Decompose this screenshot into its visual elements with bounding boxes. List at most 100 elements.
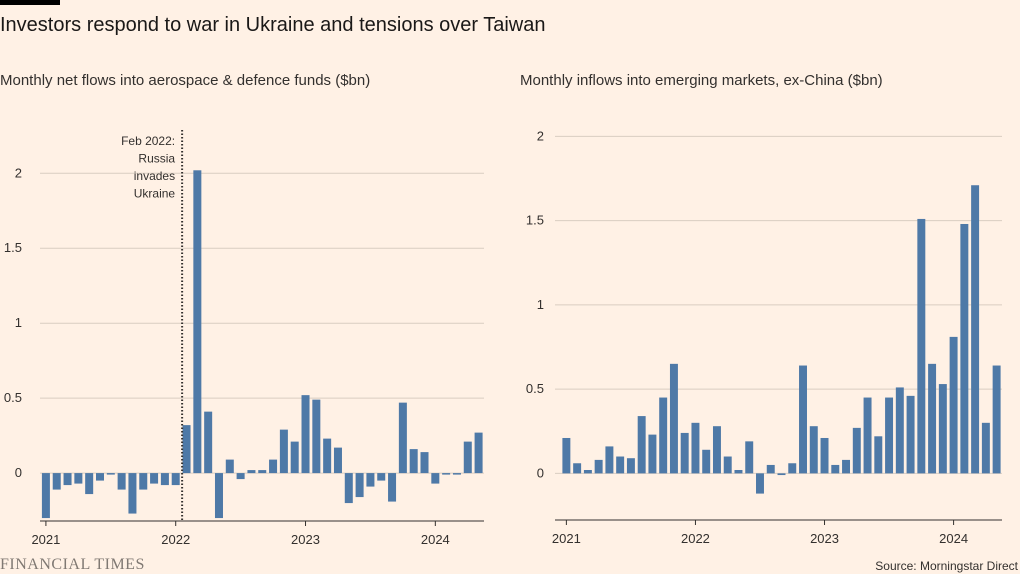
annotation-label: Feb 2022:: [121, 134, 175, 148]
bar: [85, 473, 94, 495]
em-inflows-svg: 0 0.5 1 1.5 2 2021 2022 2023 2024: [526, 128, 1002, 546]
bar: [106, 473, 115, 475]
bar: [809, 426, 818, 474]
bar: [474, 432, 483, 474]
bar: [377, 473, 386, 481]
bar: [702, 449, 711, 474]
em-inflows-chart: 0 0.5 1 1.5 2 2021 2022 2023 2024: [520, 110, 1010, 555]
y-tick-label: 2: [15, 165, 22, 180]
bar: [214, 473, 223, 519]
bar: [442, 473, 451, 475]
bar: [583, 470, 592, 474]
x-tick-label: 2022: [161, 532, 190, 547]
bar: [562, 437, 571, 474]
bar: [41, 473, 50, 519]
bar: [659, 397, 668, 474]
left-chart-title: Monthly net flows into aerospace & defen…: [0, 72, 371, 89]
bar: [992, 365, 1001, 474]
bar: [290, 441, 299, 474]
bar: [247, 470, 256, 474]
bar: [885, 397, 894, 474]
bar: [863, 397, 872, 474]
bar: [279, 429, 288, 474]
bar: [756, 473, 764, 494]
source-note: Source: Morningstar Direct: [875, 559, 1018, 573]
bar: [637, 416, 646, 474]
ft-logo: FINANCIAL TIMES: [0, 556, 145, 573]
bar: [269, 459, 278, 474]
bar: [799, 365, 807, 474]
annotation-label: invades: [134, 169, 175, 183]
bar: [734, 470, 743, 474]
bar: [52, 473, 61, 490]
bar: [766, 464, 775, 474]
bar: [874, 436, 883, 474]
bar: [938, 384, 947, 474]
bar: [573, 463, 582, 474]
bar: [344, 473, 353, 504]
bar: [398, 402, 407, 474]
page-title: Investors respond to war in Ukraine and …: [0, 14, 546, 36]
bar: [366, 473, 375, 487]
bar: [236, 473, 245, 480]
defence-flows-chart: 0 0.5 1 1.5 2 2021 2022 2023 2024 Feb 2022: Russia…: [0, 110, 490, 555]
bar: [301, 395, 310, 474]
bar: [928, 363, 937, 474]
bar: [193, 170, 202, 474]
bar: [648, 434, 657, 474]
y-tick-label: 0: [537, 465, 544, 480]
y-tick-label: 0.5: [4, 390, 22, 405]
y-tick-label: 1.5: [526, 213, 544, 228]
bar: [605, 446, 614, 474]
bar: [820, 437, 829, 474]
bar: [128, 473, 137, 514]
bar: [971, 185, 980, 474]
y-tick-label: 1.5: [4, 240, 22, 255]
bar: [594, 459, 603, 474]
bar: [463, 441, 472, 474]
bar: [917, 218, 926, 474]
bar: [355, 473, 364, 498]
bar: [312, 399, 321, 474]
bar: [95, 473, 104, 481]
annotation-label: Russia: [138, 152, 175, 166]
x-tick-label: 2021: [31, 532, 60, 547]
bar: [949, 336, 958, 474]
bar: [691, 422, 700, 474]
bar: [388, 473, 397, 502]
bar: [960, 223, 969, 474]
x-tick-label: 2023: [810, 531, 839, 546]
bar: [712, 426, 721, 474]
y-tick-label: 1: [537, 297, 544, 312]
ft-top-bar: [0, 0, 60, 5]
y-tick-label: 2: [537, 128, 544, 143]
x-tick-label: 2024: [939, 531, 968, 546]
annotation-label: Ukraine: [134, 187, 176, 201]
bar: [777, 473, 786, 476]
bar: [431, 473, 440, 484]
bar: [745, 441, 754, 474]
bar: [452, 473, 461, 475]
bar: [626, 458, 635, 474]
x-tick-label: 2021: [552, 531, 581, 546]
x-tick-label: 2022: [681, 531, 710, 546]
bar: [182, 425, 191, 474]
bar: [680, 432, 689, 474]
bar: [831, 464, 840, 474]
bar: [171, 473, 180, 486]
bar: [333, 447, 342, 474]
bar: [981, 422, 990, 474]
bar: [616, 456, 625, 474]
bar: [258, 470, 267, 474]
y-tick-label: 0.5: [526, 381, 544, 396]
bar: [852, 427, 861, 474]
bar: [117, 473, 126, 490]
bar: [150, 473, 159, 484]
bar: [669, 363, 678, 474]
bar: [225, 459, 234, 474]
bar: [160, 473, 169, 486]
bar: [723, 456, 732, 474]
bar: [906, 395, 915, 474]
bar: [895, 387, 904, 474]
y-tick-label: 1: [15, 315, 22, 330]
